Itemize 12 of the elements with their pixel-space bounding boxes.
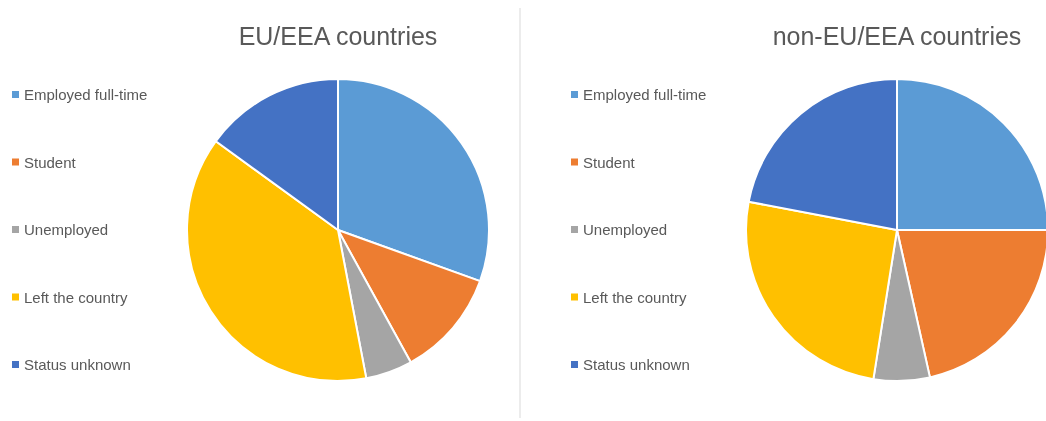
legend-label: Student — [24, 153, 77, 171]
legend-label: Status unknown — [583, 356, 690, 373]
legend-label: Left the country — [24, 288, 128, 306]
legend-label: Left the country — [583, 288, 687, 306]
legend-label: Employed full-time — [583, 86, 707, 103]
legend-label: Unemployed — [24, 221, 109, 238]
chart-title: EU/EEA countries — [238, 22, 438, 50]
legend-label: Unemployed — [583, 221, 668, 238]
legend-label: Employed full-time — [24, 86, 148, 103]
legend-label: Status unknown — [24, 356, 131, 373]
chart-title: non-EU/EEA countries — [772, 22, 1022, 50]
legend-label: Student — [583, 153, 636, 171]
